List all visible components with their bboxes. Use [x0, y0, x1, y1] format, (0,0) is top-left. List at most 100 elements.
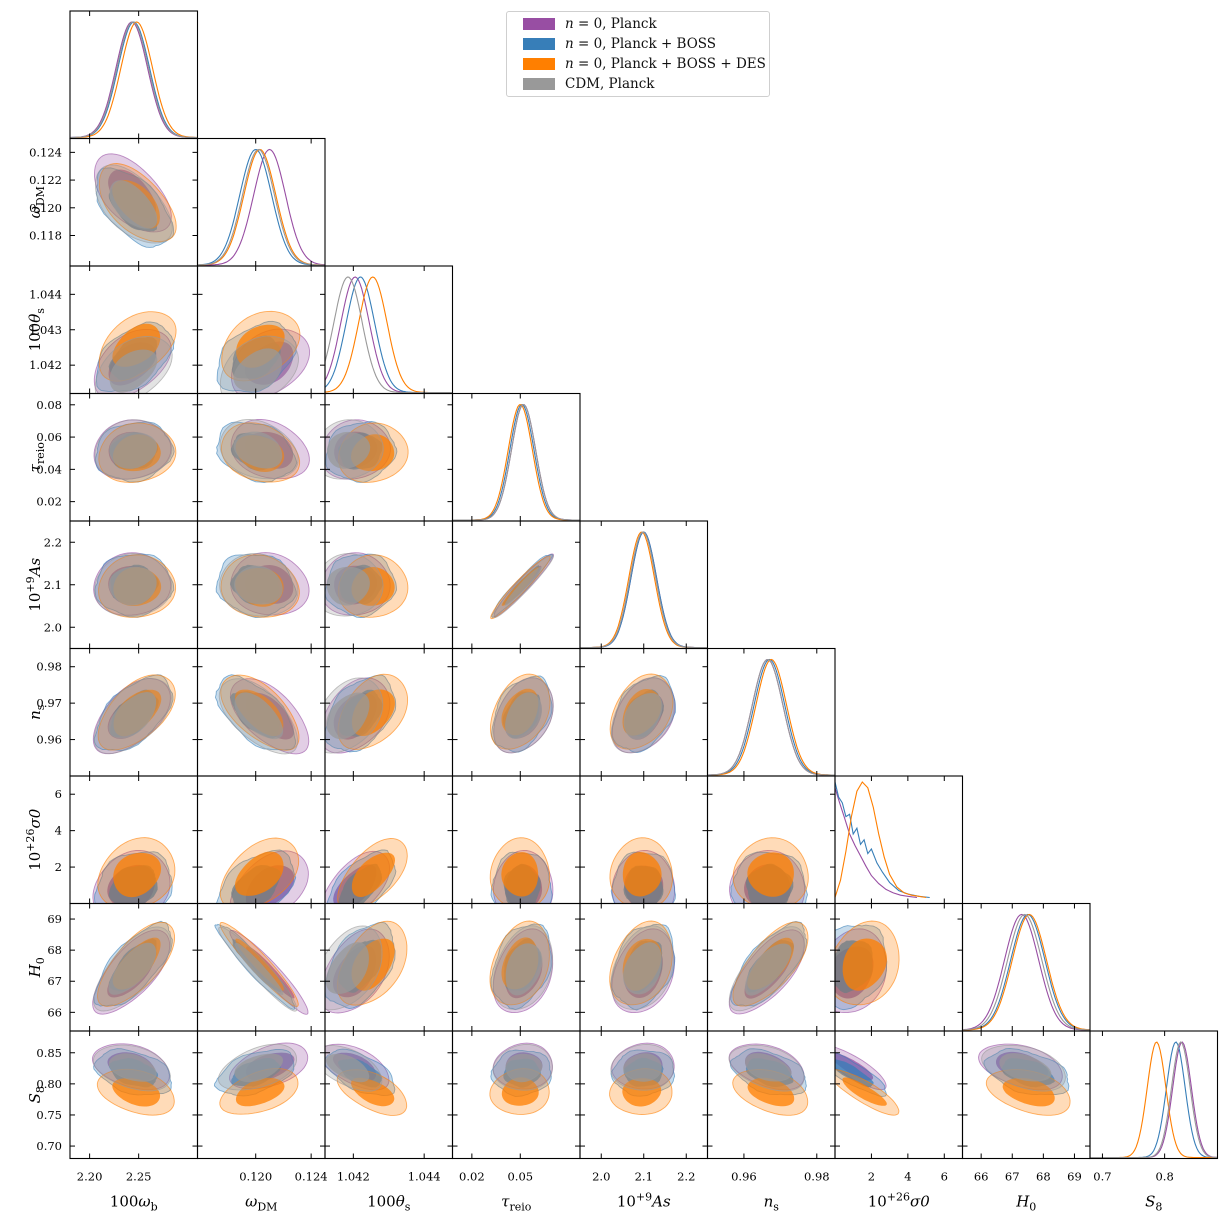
x-tick-label: 0.7: [1093, 1170, 1111, 1184]
panel-5-2: [324, 647, 454, 777]
panel-frame: [69, 10, 199, 140]
panel-8-1: [196, 1030, 326, 1160]
panel-3-3: [451, 392, 581, 522]
legend-item: CDM, Planck: [517, 75, 767, 93]
x-tick-label: 0.05: [507, 1170, 533, 1184]
pdf-curve: [835, 787, 918, 899]
x-tick-label: 67: [1005, 1170, 1020, 1184]
contour: [234, 1053, 283, 1083]
pdf-curve: [1090, 1041, 1218, 1159]
pdf-curve: [325, 276, 453, 394]
x-tick-label: 1.042: [337, 1170, 370, 1184]
panel-5-1: [196, 647, 326, 777]
panel-6-5: [706, 775, 836, 905]
panel-6-0: [69, 775, 199, 905]
contour: [109, 349, 158, 393]
x-axis-title: τreio: [501, 1193, 532, 1214]
y-tick-label: 2.2: [44, 535, 62, 549]
y-tick-label: 0.97: [36, 696, 62, 710]
contour: [235, 1077, 285, 1107]
pdf-curve: [325, 276, 453, 394]
x-tick-label: 2.2: [677, 1170, 695, 1184]
contour: [234, 692, 284, 740]
panel-3-1: [196, 392, 326, 522]
y-tick-label: 0.118: [29, 229, 62, 243]
contour: [505, 692, 542, 739]
panel-1-1: [196, 137, 326, 267]
panel-8-3: [451, 1030, 581, 1160]
x-tick-label: 0.96: [731, 1170, 757, 1184]
x-tick-label: 0.8: [1155, 1170, 1173, 1184]
y-tick-label: 2.0: [44, 620, 62, 634]
panel-7-2: [324, 902, 454, 1032]
contour: [327, 431, 371, 469]
panel-5-3: [451, 647, 581, 777]
contour: [747, 852, 794, 897]
panel-3-2: [324, 392, 454, 522]
pdf-curve: [962, 913, 1090, 1031]
panel-4-1: [196, 520, 326, 650]
contour: [622, 852, 662, 897]
y-tick-label: 0.80: [36, 1077, 62, 1091]
pdf-curve: [197, 149, 325, 266]
panel-6-3: [451, 775, 581, 905]
y-tick-label: 0.120: [29, 201, 62, 215]
y-tick-label: 0.98: [36, 660, 62, 674]
x-tick-label: 1.044: [408, 1170, 441, 1184]
x-tick-label: 2.25: [126, 1170, 152, 1184]
x-axis-title: 10+26σ0: [868, 1191, 931, 1211]
contour: [623, 942, 662, 995]
y-tick-label: 0.04: [36, 462, 62, 476]
pdf-curve: [197, 148, 325, 266]
contour: [108, 692, 157, 739]
contour: [108, 566, 157, 606]
pdf-curve: [452, 404, 580, 521]
y-tick-label: 0.75: [36, 1108, 62, 1122]
contour: [234, 565, 283, 605]
panel-3-0: [69, 392, 199, 522]
pdf-curve: [197, 148, 325, 266]
panel-2-1: [196, 265, 326, 395]
contour: [835, 1052, 874, 1081]
legend-item: n = 0, Planck + BOSS: [517, 35, 767, 53]
legend-item: n = 0, Planck + BOSS + DES: [517, 55, 767, 73]
legend-label: n = 0, Planck + BOSS + DES: [565, 56, 766, 72]
y-tick-label: 2.1: [44, 578, 62, 592]
panel-5-5: [706, 647, 836, 777]
x-tick-label: 2.1: [635, 1170, 653, 1184]
y-tick-label: 68: [47, 943, 62, 957]
pdf-curve: [70, 21, 198, 139]
contour: [747, 1077, 795, 1107]
panel-4-4: [579, 520, 709, 650]
contour: [233, 348, 282, 392]
pdf-curve: [70, 21, 198, 139]
contour: [622, 1078, 662, 1107]
panel-5-4: [579, 647, 709, 777]
contour: [109, 180, 158, 229]
y-tick-label: 66: [47, 1005, 62, 1019]
contour: [233, 431, 283, 469]
y-axis-title: 10+26σ0: [24, 808, 44, 871]
panel-8-4: [579, 1030, 709, 1160]
panel-4-3: [451, 520, 581, 650]
y-axis-title: S8: [26, 1086, 47, 1103]
contour: [108, 1053, 157, 1082]
x-tick-label: 69: [1067, 1170, 1082, 1184]
y-tick-label: 0.122: [29, 173, 62, 187]
contour: [501, 852, 539, 897]
legend-item: n = 0, Planck: [517, 15, 767, 33]
panel-frame: [834, 775, 964, 905]
panel-8-8: [1089, 1030, 1219, 1160]
x-axis-title: 100ωb: [110, 1193, 158, 1214]
y-axis-title: 10+9As: [24, 558, 44, 612]
x-axis-title: 10+9As: [617, 1191, 671, 1211]
x-axis-title: ns: [764, 1193, 780, 1214]
pdf-curve: [707, 659, 835, 776]
y-tick-label: 1.043: [29, 323, 62, 337]
contour: [505, 943, 543, 996]
panel-8-6: [834, 1030, 964, 1160]
y-tick-label: 0.85: [36, 1046, 62, 1060]
panel-8-5: [706, 1030, 836, 1160]
pdf-curve: [835, 781, 927, 899]
y-axis-title: 100θs: [26, 308, 47, 352]
